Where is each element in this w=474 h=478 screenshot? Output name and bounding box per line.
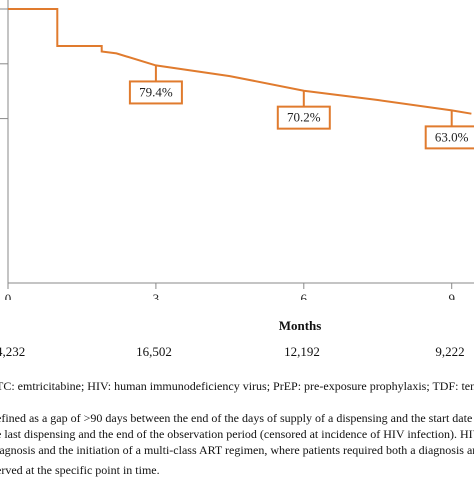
- annotation-box: [128, 80, 183, 105]
- series-group: [8, 8, 472, 115]
- annotation-box: [276, 105, 331, 130]
- footnote-abbreviations: TC: emtricitabine; HIV: human immunodefi…: [0, 379, 474, 393]
- at-risk-count-6: 12,192: [284, 344, 320, 359]
- annotation-label: 63.0%: [435, 129, 469, 144]
- chart-axes: [0, 0, 474, 284]
- survival-chart: 0 3 6 9 79.4% 70.2% 63.0%: [0, 0, 474, 300]
- at-risk-count-3: 16,502: [136, 344, 172, 359]
- annotation-label: 79.4%: [139, 84, 173, 99]
- at-risk-count-9: 9,222: [435, 344, 465, 359]
- x-ticks: 0 3 6 9: [5, 283, 455, 300]
- survival-curve: [8, 8, 472, 115]
- footnote-definition-1: efined as a gap of >90 days between the …: [0, 411, 474, 425]
- annotation-group: 79.4% 70.2% 63.0%: [128, 65, 474, 150]
- footnote-observed: erved at the specific point in time.: [0, 463, 160, 477]
- x-tick-label: 9: [448, 291, 455, 300]
- x-tick-label: 0: [5, 291, 12, 300]
- annotation-box: [424, 125, 474, 150]
- footnote-definition-2: e last dispensing and the end of the obs…: [0, 427, 474, 441]
- footnote-definition-3: iagnosis and the initiation of a multi-c…: [0, 443, 474, 457]
- x-tick-label: 3: [153, 291, 160, 300]
- at-risk-count-0: 4,232: [0, 344, 26, 359]
- x-axis-title: Months: [278, 318, 322, 333]
- annotation-label: 70.2%: [287, 110, 321, 125]
- x-tick-label: 6: [301, 291, 308, 300]
